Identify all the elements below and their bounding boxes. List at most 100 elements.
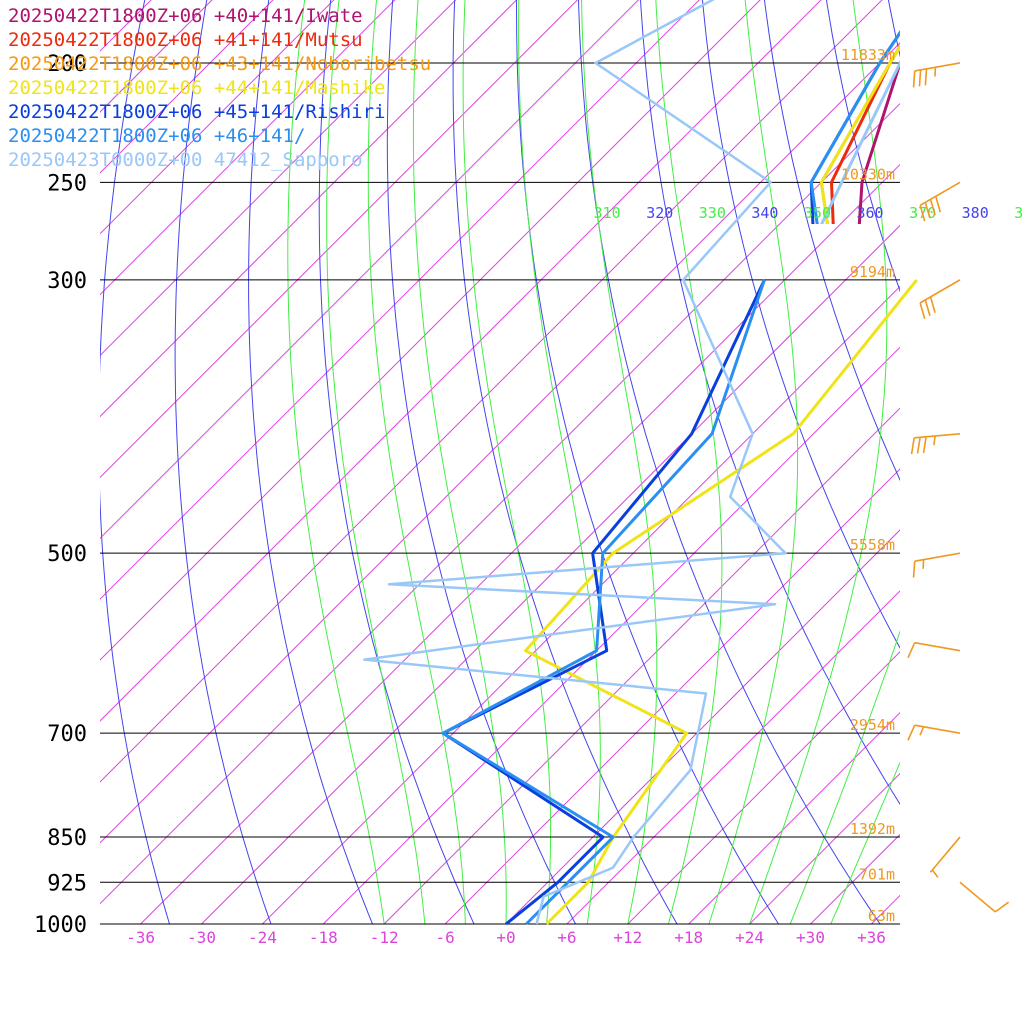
pressure-tick-label: 700 xyxy=(47,722,87,747)
theta-label: 350 xyxy=(804,204,831,222)
temperature-tick-label: +30 xyxy=(796,928,825,947)
theta-label: 310 xyxy=(594,204,621,222)
wind-barb-staff xyxy=(914,641,961,652)
wind-barbs xyxy=(907,62,1010,913)
height-label: 5558m xyxy=(850,536,895,554)
wind-barb xyxy=(912,62,961,88)
legend-entry-sapporo: 20250423T0000Z+00 47412_Sapporo xyxy=(8,149,363,171)
moist-adiabat-line xyxy=(708,0,799,924)
temperature-tick-label: -24 xyxy=(248,928,277,947)
dry-adiabat-line xyxy=(763,0,900,482)
axis-labels: 1001502002503005007008509251000-36-30-24… xyxy=(34,46,1024,947)
legend-entry-noboribetsu: 20250422T1800Z+06 +43+141/Noboribetsu xyxy=(8,53,432,75)
pressure-tick-label: 1000 xyxy=(34,913,87,938)
dewpoint-trace-5 xyxy=(441,279,766,926)
isotherm-line xyxy=(140,163,900,924)
temperature-trace-4 xyxy=(809,30,900,224)
wind-barb-flag xyxy=(924,68,928,86)
dewpoint-trace-6 xyxy=(363,0,787,925)
wind-barb xyxy=(919,181,961,222)
temperature-trace-3 xyxy=(819,43,900,224)
wind-barb xyxy=(919,279,961,319)
temperature-tick-label: +18 xyxy=(674,928,703,947)
isotherm-line xyxy=(749,772,900,924)
isotherm-line xyxy=(505,529,900,924)
legend-entry-mutsu: 20250422T1800Z+06 +41+141/Mutsu xyxy=(8,29,363,51)
wind-barb-flag xyxy=(919,302,926,319)
theta-label: 320 xyxy=(646,204,673,222)
temperature-tick-label: -18 xyxy=(309,928,338,947)
isotherm-line xyxy=(444,468,900,924)
wind-barb-flag xyxy=(912,70,916,88)
sounding-traces-lower xyxy=(363,0,918,926)
moist-adiabat-line xyxy=(518,0,601,924)
moist-adiabat-line xyxy=(287,0,385,924)
pressure-tick-label: 925 xyxy=(47,871,87,896)
dry-adiabat-line xyxy=(515,0,779,924)
legend-entry-46-141: 20250422T1800Z+06 +46+141/ xyxy=(8,125,306,147)
pressure-tick-label: 200 xyxy=(47,52,87,77)
pressure-tick-label: 850 xyxy=(47,826,87,851)
temperature-tick-label: -12 xyxy=(370,928,399,947)
height-label: 1392m xyxy=(850,820,895,838)
dry-adiabat-line xyxy=(825,0,900,293)
height-label: 701m xyxy=(859,865,895,883)
moist-adiabat-line xyxy=(655,0,723,924)
moist-adiabat-line xyxy=(462,0,552,924)
wind-barb xyxy=(929,836,961,878)
wind-barb-flag xyxy=(924,202,931,219)
temperature-tick-label: -36 xyxy=(126,928,155,947)
wind-barb-staff xyxy=(914,432,961,439)
wind-barb-flag xyxy=(907,642,916,659)
moist-adiabat-line xyxy=(830,761,900,924)
theta-label: 330 xyxy=(699,204,726,222)
isotherm-line xyxy=(322,346,900,924)
wind-barb-flag xyxy=(918,69,922,87)
isotherm-line xyxy=(566,590,900,924)
wind-barb-flag xyxy=(910,437,915,455)
wind-barb-flag xyxy=(994,901,1010,913)
isotherm-line xyxy=(262,285,900,924)
isotherm-line xyxy=(383,407,900,924)
temperature-tick-label: -30 xyxy=(187,928,216,947)
sounding-traces xyxy=(809,30,900,224)
wind-barb-flag xyxy=(929,296,936,313)
wind-barb-half-flag xyxy=(931,869,939,878)
wind-barb-staff xyxy=(914,724,961,734)
dry-adiabat-line xyxy=(452,0,678,924)
height-label: 2954m xyxy=(850,716,895,734)
wind-barb-flag xyxy=(934,196,942,213)
wind-barb xyxy=(907,724,961,741)
dewpoint-trace-3 xyxy=(524,278,918,926)
height-label: 63m xyxy=(868,907,895,925)
wind-barb-staff xyxy=(929,836,961,873)
height-label: 9194m xyxy=(850,263,895,281)
dewpoint-trace-4 xyxy=(441,279,766,926)
wind-barb-staff xyxy=(914,62,961,72)
temperature-trace-0 xyxy=(857,60,900,224)
temperature-tick-label: +24 xyxy=(735,928,764,947)
wind-barb xyxy=(912,552,961,578)
pressure-tick-label: 300 xyxy=(47,269,87,294)
height-label: 11833m xyxy=(841,46,895,64)
isotherm-line xyxy=(688,711,900,924)
moist-adiabat-line xyxy=(367,0,466,924)
wind-barb-half-flag xyxy=(919,726,925,736)
temperature-tick-label: +0 xyxy=(496,928,515,947)
theta-label: 340 xyxy=(751,204,778,222)
moist-adiabat-line xyxy=(412,0,507,924)
wind-barb-flag xyxy=(907,724,916,741)
isotherm-line xyxy=(810,833,900,924)
temperature-trace-6 xyxy=(820,60,900,224)
theta-label: 380 xyxy=(962,204,989,222)
pressure-tick-label: 250 xyxy=(47,171,87,196)
legend-entry-iwate: 20250422T1800Z+06 +40+141/Iwate xyxy=(8,5,363,27)
wind-barb-staff xyxy=(919,181,961,207)
wind-barb-flag xyxy=(919,205,926,222)
wind-barb-flag xyxy=(929,199,936,216)
wind-barb-flag xyxy=(922,436,927,454)
wind-barb-staff xyxy=(919,279,961,304)
wind-barb-staff xyxy=(959,881,996,913)
isotherm-line xyxy=(871,894,900,924)
